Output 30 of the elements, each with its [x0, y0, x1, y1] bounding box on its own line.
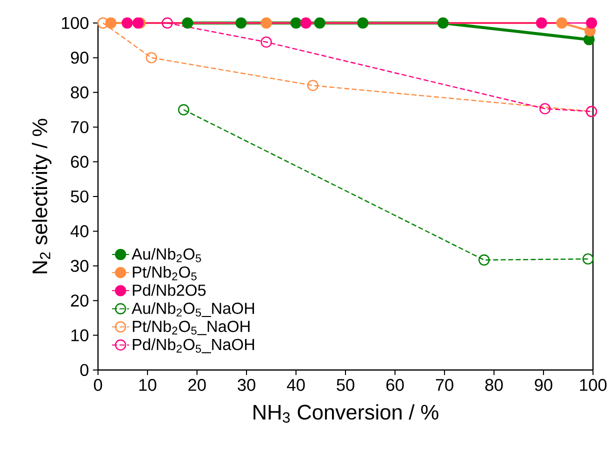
- y-tick-label: 40: [70, 225, 88, 238]
- x-axis-title: NH$_{3}$ Conversion / %: [254, 404, 438, 423]
- x-tick-label: 50: [336, 378, 354, 391]
- x-tick-label: 10: [139, 378, 156, 391]
- y-tick-label: 10: [71, 329, 88, 342]
- x-tick-label: 80: [485, 378, 503, 391]
- legend-label: Au/Nb$_{2}$O$_{5}$_NaOH: [132, 302, 254, 318]
- legend-label: Au/Nb$_{2}$O$_{5}$: [132, 248, 201, 262]
- y-tick-label: 0: [80, 364, 88, 376]
- x-tick-label: 60: [386, 378, 404, 391]
- y-tick-label: 20: [71, 294, 88, 307]
- x-tick-label: 100: [580, 378, 607, 391]
- x-tick-label: 90: [534, 378, 552, 391]
- y-tick-label: 100: [62, 16, 88, 30]
- x-tick-label: 0: [94, 378, 102, 391]
- x-tick-label: 30: [238, 378, 256, 391]
- y-tick-label: 80: [70, 86, 88, 98]
- x-tick-label: 40: [286, 378, 305, 391]
- y-tick-label: 70: [71, 121, 88, 134]
- legend-label: Pt/Nb$_{2}$O$_{5}$_NaOH: [132, 320, 250, 336]
- y-tick-label: 30: [70, 260, 88, 272]
- x-tick-label: 20: [188, 378, 206, 391]
- y-tick-label: 90: [70, 52, 88, 64]
- legend-label: Pd/Nb$_{2}$O$_{5}$_NaOH: [132, 338, 254, 354]
- x-tick-label: 70: [436, 378, 454, 391]
- legend-label: Pt/Nb$_{2}$O$_{5}$: [132, 266, 197, 280]
- y-tick-label: 60: [71, 156, 88, 168]
- y-tick-label: 50: [70, 190, 88, 203]
- y-axis-title: N$_{2}$ selectivity / %: [32, 118, 52, 274]
- legend-label: Pd/Nb2O5: [132, 284, 206, 296]
